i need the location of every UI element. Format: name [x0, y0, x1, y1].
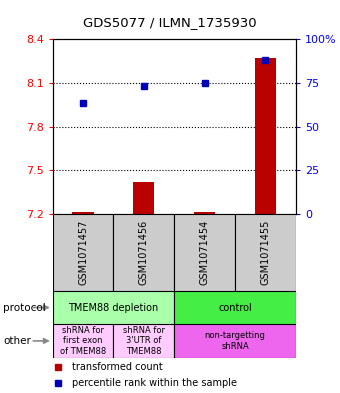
Text: shRNA for
3'UTR of
TMEM88: shRNA for 3'UTR of TMEM88: [123, 326, 165, 356]
Bar: [114, 324, 174, 358]
Text: protocol: protocol: [3, 303, 46, 312]
Text: non-targetting
shRNA: non-targetting shRNA: [205, 331, 266, 351]
Bar: [174, 291, 296, 324]
Text: TMEM88 depletion: TMEM88 depletion: [68, 303, 158, 312]
Text: shRNA for
first exon
of TMEM88: shRNA for first exon of TMEM88: [60, 326, 106, 356]
Text: percentile rank within the sample: percentile rank within the sample: [72, 378, 237, 388]
Bar: [53, 214, 114, 291]
Text: GSM1071457: GSM1071457: [78, 220, 88, 285]
Text: GSM1071455: GSM1071455: [260, 220, 270, 285]
Text: GSM1071454: GSM1071454: [200, 220, 210, 285]
Text: control: control: [218, 303, 252, 312]
Bar: [53, 324, 114, 358]
Text: other: other: [3, 336, 31, 346]
Bar: [174, 324, 296, 358]
Text: GSM1071456: GSM1071456: [139, 220, 149, 285]
Text: transformed count: transformed count: [72, 362, 163, 373]
Bar: [114, 214, 174, 291]
Bar: [53, 291, 174, 324]
Bar: [174, 214, 235, 291]
Bar: [133, 182, 154, 214]
Bar: [72, 212, 94, 214]
Bar: [235, 214, 296, 291]
Bar: [194, 212, 215, 214]
Bar: [255, 58, 276, 214]
Text: GDS5077 / ILMN_1735930: GDS5077 / ILMN_1735930: [83, 16, 257, 29]
